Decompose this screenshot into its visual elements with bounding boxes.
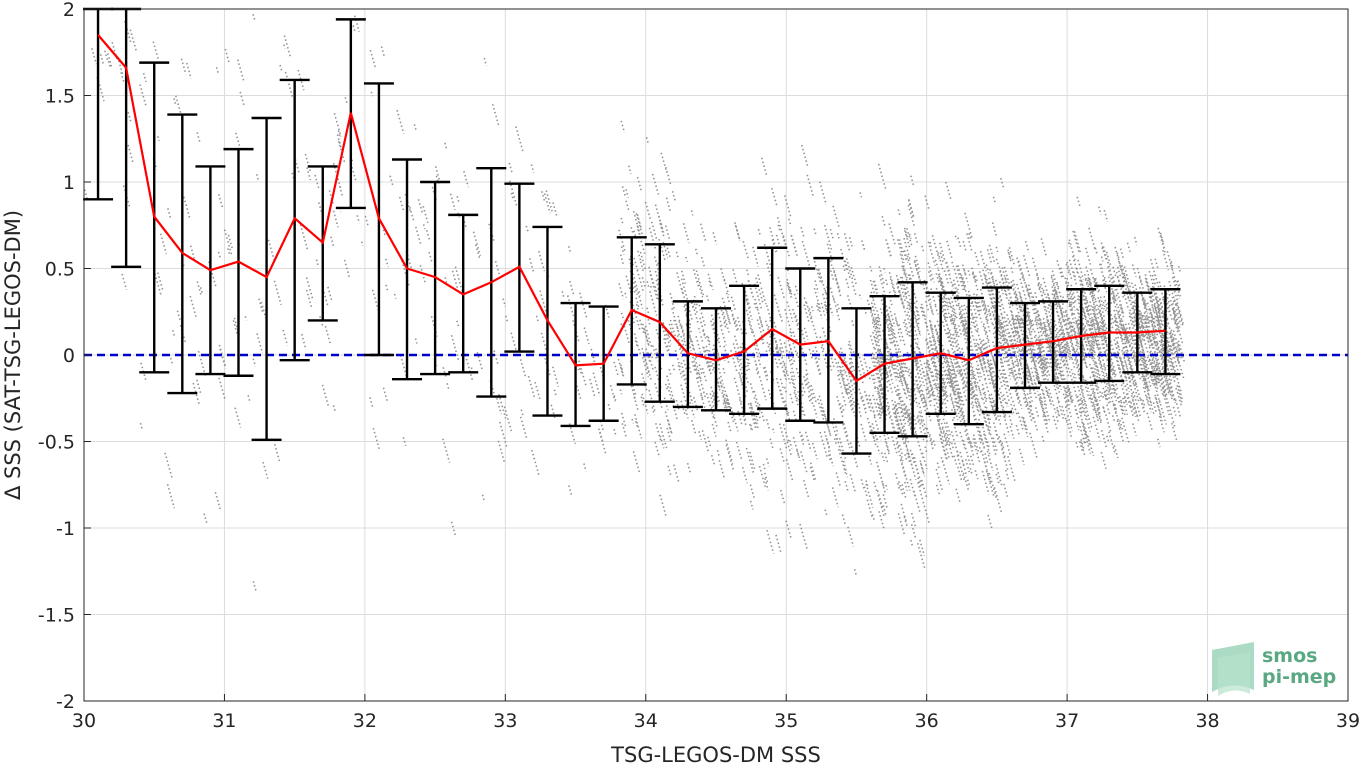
x-tick-label: 36 [915,710,939,732]
y-tick-label: 2 [63,0,75,21]
x-tick-label: 32 [353,710,377,732]
error-bars [83,7,1181,455]
x-axis-title: TSG-LEGOS-DM SSS [610,743,821,765]
error-bar [981,286,1012,414]
y-tick-label: 1 [63,172,75,194]
x-tick-label: 37 [1055,710,1079,732]
error-bar [251,116,282,441]
x-tick-label: 35 [774,710,798,732]
y-tick-label: 0 [63,345,75,367]
x-tick-label: 39 [1336,710,1360,732]
y-tick-label: -2 [56,691,75,713]
y-axis: -2 -1.5 -1 -0.5 0 0.5 1 1.5 2 [38,0,91,713]
y-tick-label: 1.5 [45,86,75,108]
x-tick-label: 31 [212,710,236,732]
x-tick-label: 30 [72,710,96,732]
x-axis: 30 31 32 33 34 35 36 37 38 39 [72,694,1360,732]
y-tick-label: 0.5 [45,259,75,281]
y-tick-label: -1 [56,518,75,540]
logo-line-1: smos [1262,645,1317,667]
x-tick-label: 38 [1195,710,1219,732]
logo-line-2: pi-mep [1262,666,1336,688]
smos-pi-mep-logo: smos pi-mep [1212,642,1336,696]
error-bar [729,284,760,416]
scatter-points [83,13,1186,593]
mean-line [97,34,1166,383]
y-tick-label: -1.5 [38,605,75,627]
x-tick-label: 34 [634,710,658,732]
scatter-cloud [83,13,1186,593]
x-tick-label: 33 [493,710,517,732]
y-tick-label: -0.5 [38,432,75,454]
y-axis-title: Δ SSS (SAT-TSG-LEGOS-DM) [1,210,25,500]
